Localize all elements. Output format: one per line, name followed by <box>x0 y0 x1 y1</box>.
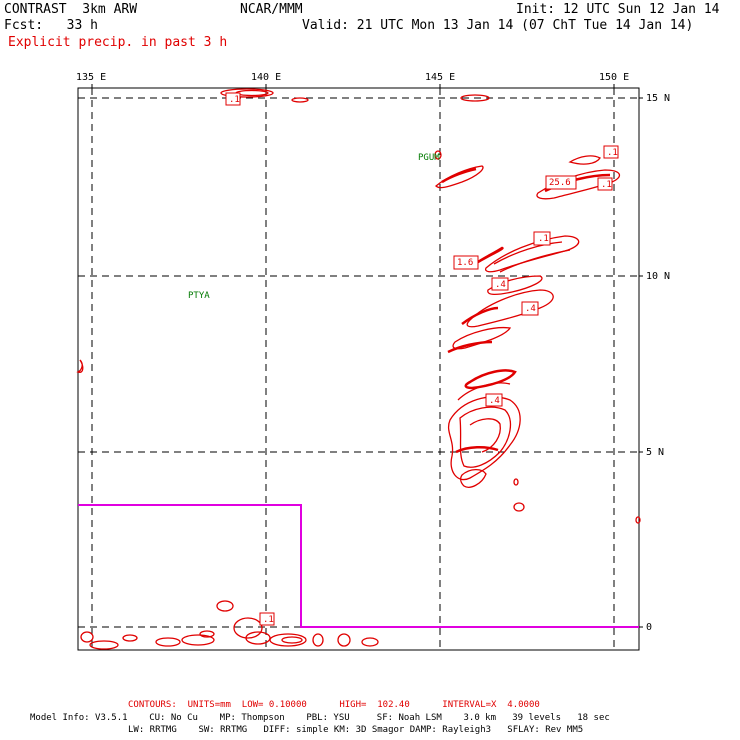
model-title: CONTRAST 3km ARW <box>4 2 138 17</box>
lon-label-135: 135 E <box>76 72 107 83</box>
contour-label: .4 <box>495 280 506 290</box>
model-info-line2: LW: RRTMG SW: RRTMG DIFF: simple KM: 3D … <box>128 725 584 735</box>
contour-legend: CONTOURS: UNITS=mm LOW= 0.10000 HIGH= 10… <box>128 700 540 710</box>
forecast-hour: Fcst: 33 h <box>4 18 98 33</box>
lat-label-0: 0 <box>646 622 653 633</box>
station-label-ptya: PTYA <box>188 291 210 301</box>
contour-label: .1 <box>538 234 549 244</box>
map-frame <box>77 87 640 651</box>
contour-label: .1 <box>229 95 240 105</box>
precip-contours <box>76 88 641 650</box>
field-title: Explicit precip. in past 3 h <box>8 35 228 50</box>
map-ticks <box>91 84 643 628</box>
lat-lon-grid <box>78 88 639 650</box>
lon-label-140: 140 E <box>251 72 282 83</box>
valid-time: Valid: 21 UTC Mon 13 Jan 14 (07 ChT Tue … <box>302 18 694 33</box>
lat-label-15n: 15 N <box>646 93 671 104</box>
lon-label-145: 145 E <box>425 72 456 83</box>
contour-label: .1 <box>263 615 274 625</box>
contour-label: 25.6 <box>549 178 571 188</box>
contour-label: .1 <box>607 148 618 158</box>
station-label-pgum: PGUM <box>418 153 440 163</box>
contour-label: .4 <box>489 396 500 406</box>
contour-label: .1 <box>601 180 612 190</box>
init-time: Init: 12 UTC Sun 12 Jan 14 <box>516 2 720 17</box>
lat-label-10n: 10 N <box>646 271 671 282</box>
org-label: NCAR/MMM <box>240 2 303 17</box>
contour-label: 1.6 <box>457 258 474 268</box>
region-boundary <box>78 504 639 628</box>
contour-label-boxes <box>225 92 619 626</box>
contour-label: .4 <box>525 304 536 314</box>
model-info-line1: Model Info: V3.5.1 CU: No Cu MP: Thompso… <box>30 713 610 723</box>
lat-label-5n: 5 N <box>646 447 665 458</box>
lon-label-150: 150 E <box>599 72 630 83</box>
